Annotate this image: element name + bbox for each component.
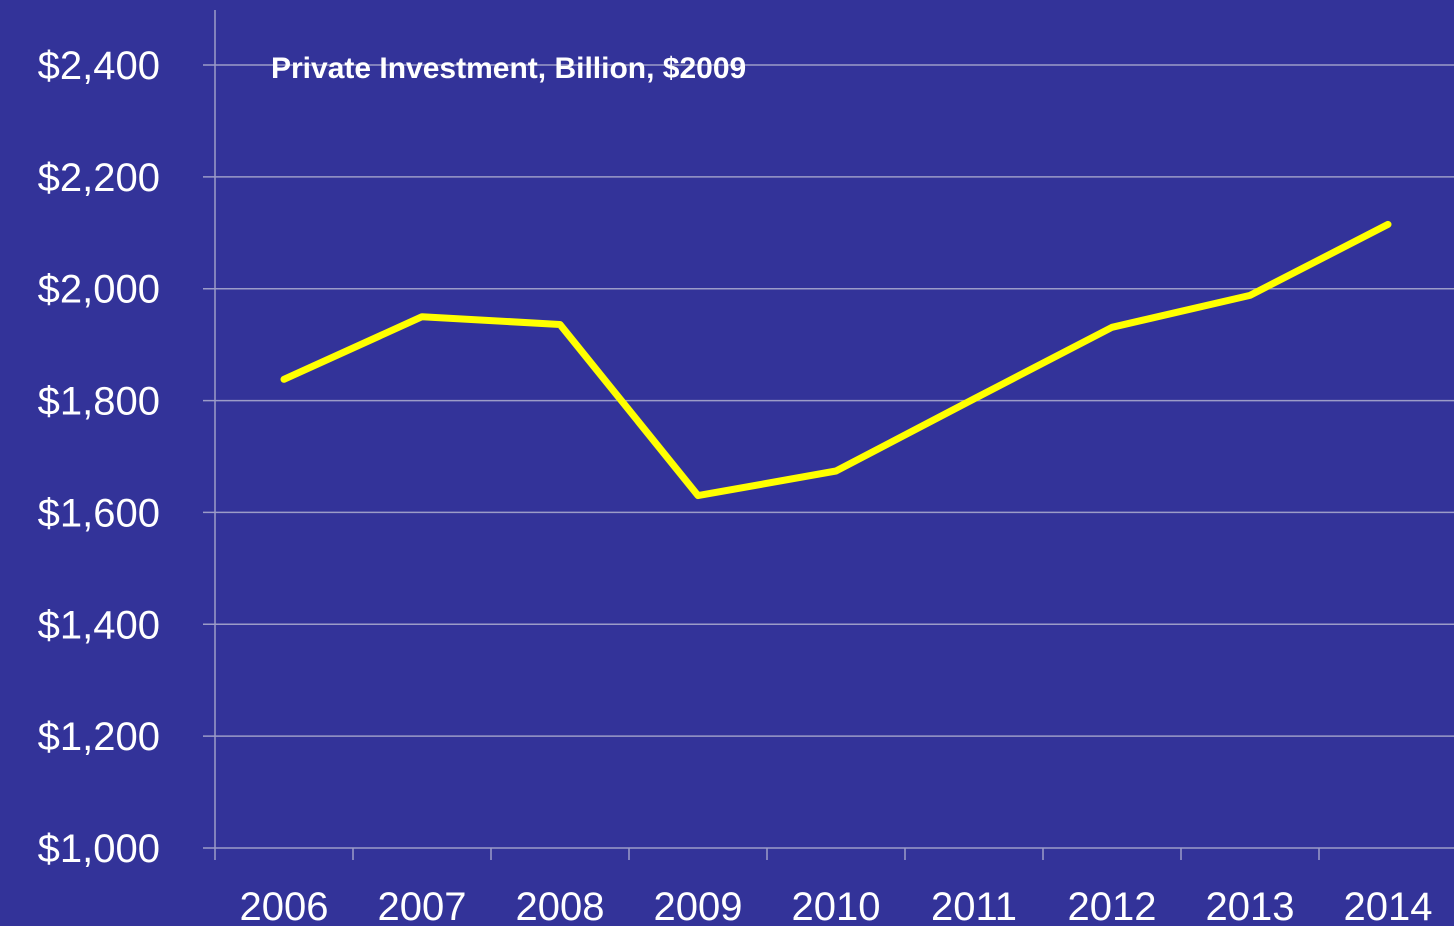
- x-tick-label: 2010: [792, 885, 881, 926]
- data-point: [835, 470, 837, 473]
- x-tick-label: 2013: [1206, 885, 1295, 926]
- data-point: [1249, 294, 1251, 297]
- data-point: [697, 494, 699, 497]
- data-point: [559, 323, 561, 326]
- data-point: [1387, 223, 1389, 226]
- y-tick-label: $1,200: [38, 715, 160, 759]
- x-tick-label: 2014: [1344, 885, 1433, 926]
- x-tick-labels: 2006 2007 2008 2009 2010 2011 2012 2013 2014: [240, 885, 1433, 926]
- data-point: [1111, 326, 1113, 329]
- x-tick-label: 2006: [240, 885, 329, 926]
- x-tick-label: 2007: [378, 885, 467, 926]
- series-line-0: [280, 220, 1392, 500]
- gridlines: [203, 64, 1454, 849]
- y-tick-label: $2,400: [38, 44, 160, 88]
- y-tick-label: $1,800: [38, 380, 160, 424]
- x-tick-label: 2012: [1068, 885, 1157, 926]
- x-tick-label: 2008: [516, 885, 605, 926]
- series-group: [280, 220, 1392, 500]
- axes: [214, 10, 1320, 860]
- y-tick-labels: $1,000 $1,200 $1,400 $1,600 $1,800 $2,000 $2,2…: [38, 44, 160, 871]
- y-tick-label: $1,400: [38, 603, 160, 647]
- y-tick-label: $1,600: [38, 491, 160, 535]
- data-point: [421, 315, 423, 318]
- data-point: [283, 378, 285, 381]
- y-tick-label: $2,000: [38, 268, 160, 312]
- chart-title: Private Investment, Billion, $2009: [271, 52, 746, 85]
- x-tick-label: 2009: [654, 885, 743, 926]
- y-tick-label: $2,200: [38, 156, 160, 200]
- x-tick-label: 2011: [931, 885, 1017, 926]
- data-point: [973, 397, 975, 400]
- y-tick-label: $1,000: [38, 827, 160, 871]
